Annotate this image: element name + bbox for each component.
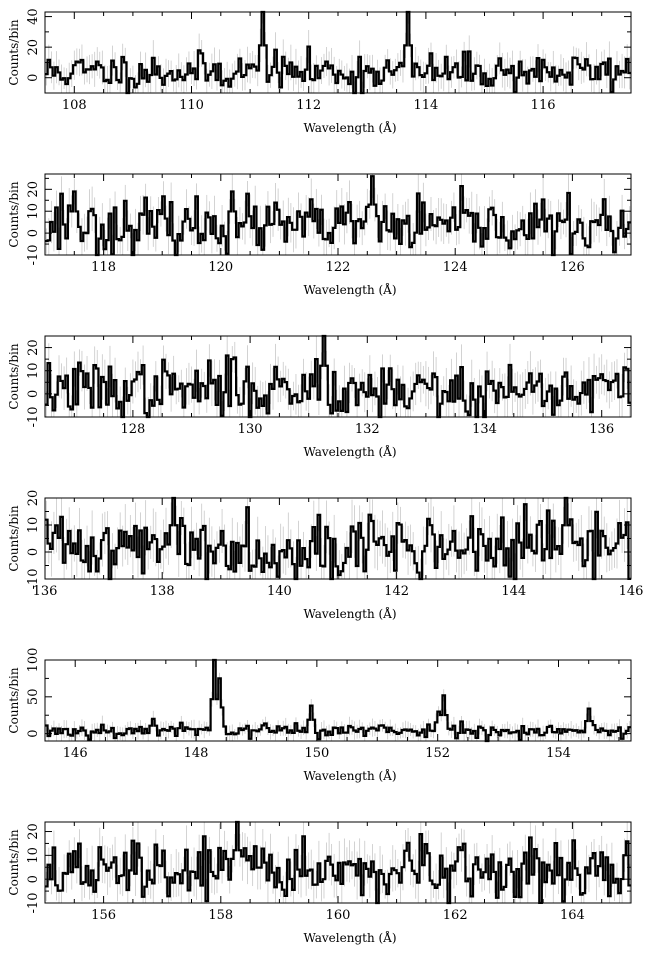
x-tick-label: 112 bbox=[296, 98, 321, 113]
y-tick-label: 10 bbox=[26, 517, 41, 534]
x-tick-label: 146 bbox=[63, 746, 88, 761]
spectrum-histogram bbox=[45, 496, 631, 581]
y-tick-label: 50 bbox=[26, 689, 41, 706]
y-tick-label: 40 bbox=[26, 8, 41, 25]
x-axis-label: Wavelength (Å) bbox=[303, 606, 396, 621]
y-tick-label: 100 bbox=[26, 648, 41, 673]
spectrum-panel-6: 156 158 160 162 164 -10 0 10 20 Wavelength (Å) Cou… bbox=[7, 820, 632, 945]
x-axis-label: Wavelength (Å) bbox=[303, 282, 396, 297]
y-tick-label: 0 bbox=[26, 729, 41, 737]
spectrum-histogram bbox=[45, 10, 631, 95]
x-axis-label: Wavelength (Å) bbox=[303, 120, 396, 135]
y-tick-label: 20 bbox=[26, 823, 41, 840]
x-tick-label: 136 bbox=[589, 422, 614, 437]
y-tick-label: -10 bbox=[26, 407, 41, 428]
y-tick-label: 10 bbox=[26, 847, 41, 864]
y-tick-label: 10 bbox=[26, 203, 41, 220]
x-tick-label: 108 bbox=[62, 98, 87, 113]
y-axis-label: Counts/bin bbox=[7, 181, 21, 247]
x-tick-label: 142 bbox=[384, 584, 409, 599]
y-tick-label: 0 bbox=[26, 875, 41, 883]
y-tick-label: 0 bbox=[26, 229, 41, 237]
y-axis-label: Counts/bin bbox=[7, 19, 21, 85]
x-axis-label: Wavelength (Å) bbox=[303, 444, 396, 459]
x-axis-label: Wavelength (Å) bbox=[303, 768, 396, 783]
x-tick-label: 130 bbox=[238, 422, 263, 437]
spectrum-panel-4: 136 138 140 142 144 146 -10 0 10 20 Wavelength (Å)… bbox=[7, 490, 643, 621]
spectrum-panel-2: 118 120 122 124 126 -10 0 10 20 Wavelength (Å) Cou… bbox=[7, 173, 632, 297]
y-tick-label: 20 bbox=[26, 181, 41, 198]
x-tick-label: 140 bbox=[267, 584, 292, 599]
x-tick-label: 152 bbox=[425, 746, 450, 761]
x-tick-label: 156 bbox=[91, 908, 116, 923]
x-tick-label: 118 bbox=[91, 260, 116, 275]
x-tick-label: 138 bbox=[150, 584, 175, 599]
y-tick-label: 20 bbox=[26, 39, 41, 56]
y-tick-label: -10 bbox=[26, 245, 41, 266]
x-tick-label: 128 bbox=[120, 422, 145, 437]
spectrum-histogram bbox=[45, 175, 631, 257]
y-tick-label: 0 bbox=[26, 74, 41, 82]
x-tick-label: 160 bbox=[326, 908, 351, 923]
spectrum-histogram bbox=[45, 820, 631, 905]
x-tick-label: 164 bbox=[560, 908, 585, 923]
y-tick-label: 10 bbox=[26, 362, 41, 379]
x-tick-label: 146 bbox=[619, 584, 644, 599]
y-tick-label: 0 bbox=[26, 548, 41, 556]
y-tick-label: -10 bbox=[26, 893, 41, 914]
y-axis-label: Counts/bin bbox=[7, 667, 21, 733]
x-tick-label: 126 bbox=[560, 260, 585, 275]
x-tick-label: 154 bbox=[546, 746, 571, 761]
y-tick-label: -10 bbox=[26, 569, 41, 590]
x-tick-label: 114 bbox=[413, 98, 438, 113]
x-tick-label: 144 bbox=[501, 584, 526, 599]
x-tick-label: 124 bbox=[443, 260, 468, 275]
y-axis-label: Counts/bin bbox=[7, 343, 21, 409]
spectrum-panel-1: 108 110 112 114 116 0 20 40 Wavelength (Å) Counts… bbox=[7, 8, 632, 135]
x-tick-label: 148 bbox=[184, 746, 209, 761]
x-tick-label: 136 bbox=[33, 584, 58, 599]
spectrum-panel-5: 146 148 150 152 154 0 50 100 Wavelength (Å) Count… bbox=[7, 648, 632, 783]
y-tick-label: 20 bbox=[26, 490, 41, 507]
y-axis-label: Counts/bin bbox=[7, 829, 21, 895]
x-tick-label: 158 bbox=[208, 908, 233, 923]
x-tick-label: 120 bbox=[208, 260, 233, 275]
spectrum-histogram bbox=[45, 658, 631, 743]
x-tick-label: 162 bbox=[443, 908, 468, 923]
x-axis-label: Wavelength (Å) bbox=[303, 930, 396, 945]
y-tick-label: 0 bbox=[26, 390, 41, 398]
x-tick-label: 116 bbox=[531, 98, 556, 113]
y-axis-label: Counts/bin bbox=[7, 505, 21, 571]
x-tick-label: 150 bbox=[304, 746, 329, 761]
spectrum-histogram bbox=[45, 334, 631, 419]
x-tick-label: 110 bbox=[179, 98, 204, 113]
y-tick-label: 20 bbox=[26, 339, 41, 356]
x-tick-label: 122 bbox=[326, 260, 351, 275]
x-tick-label: 134 bbox=[472, 422, 497, 437]
spectrum-panel-3: 128 130 132 134 136 -10 0 10 20 Wavelength (Å) Cou… bbox=[7, 334, 632, 459]
x-tick-label: 132 bbox=[355, 422, 380, 437]
plot-frame bbox=[44, 659, 632, 742]
